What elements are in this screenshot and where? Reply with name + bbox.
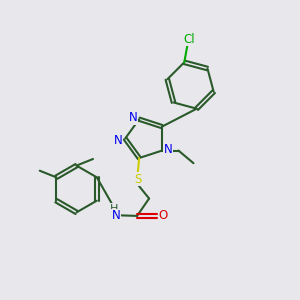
Text: S: S — [134, 172, 141, 185]
Text: N: N — [112, 209, 121, 222]
Text: N: N — [164, 142, 172, 156]
Text: O: O — [159, 209, 168, 222]
Text: N: N — [114, 134, 123, 147]
Text: N: N — [129, 111, 138, 124]
Text: Cl: Cl — [183, 33, 195, 46]
Text: H: H — [110, 204, 118, 214]
